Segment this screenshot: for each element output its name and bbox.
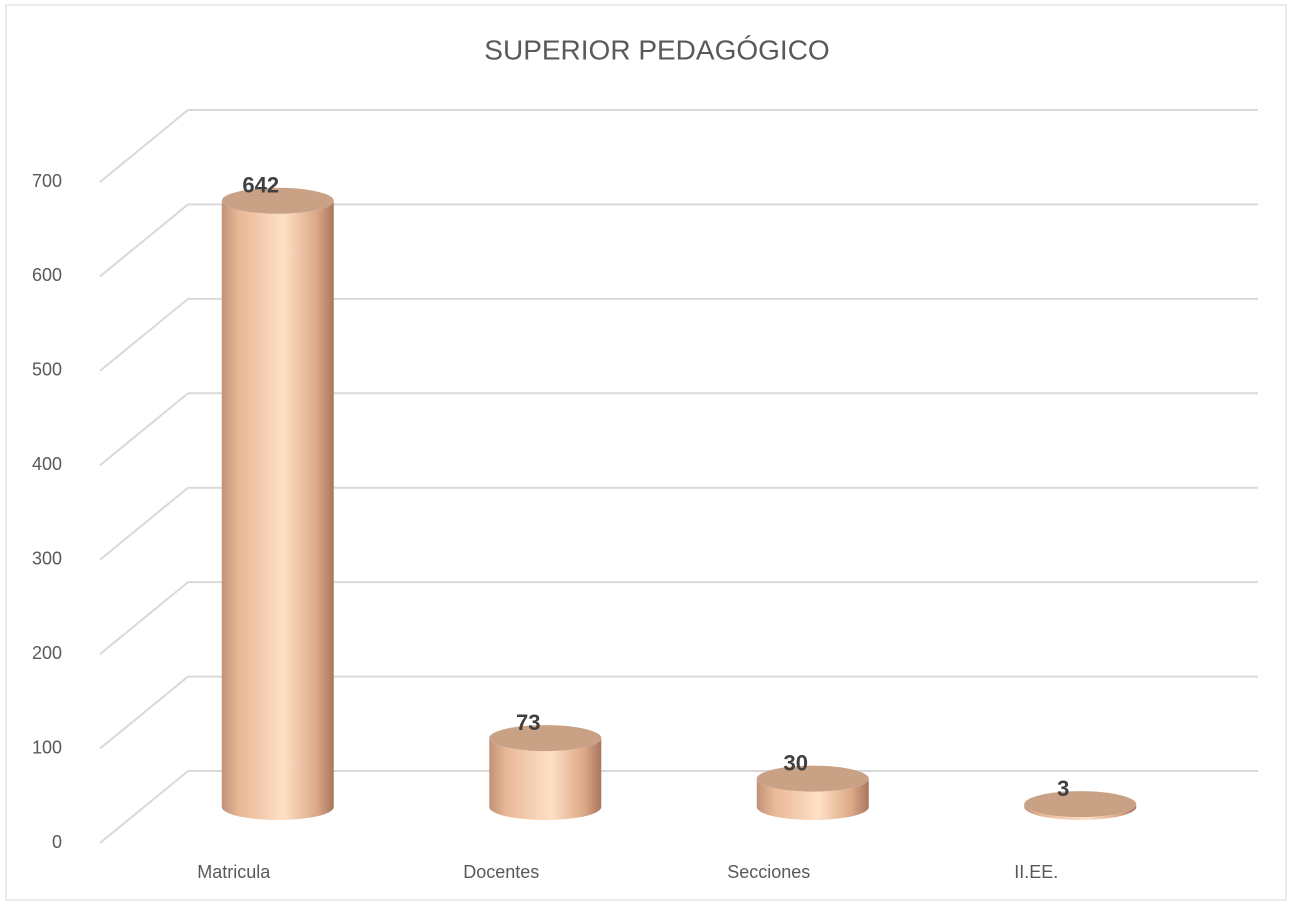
y-tick-label: 0 <box>52 832 62 852</box>
bar-body <box>1024 804 1137 821</box>
x-tick-label: II.EE. <box>1014 862 1058 882</box>
grid-line-side <box>99 675 189 750</box>
bar-top <box>756 765 869 792</box>
x-tick-label: Matricula <box>197 862 271 882</box>
bar-top <box>221 187 334 214</box>
bar-top <box>1024 791 1137 818</box>
data-label: 642 <box>242 173 279 198</box>
data-label: 30 <box>784 750 808 775</box>
chart-border <box>5 4 1287 901</box>
grid-line-side <box>99 298 189 372</box>
bar-body <box>221 200 334 821</box>
grid-line-side <box>99 203 189 278</box>
data-label: 3 <box>1057 776 1069 801</box>
y-tick-label: 400 <box>32 454 62 474</box>
chart-title: SUPERIOR PEDAGÓGICO <box>484 34 829 65</box>
bar <box>1024 791 1137 821</box>
bar-top <box>489 725 602 752</box>
y-tick-label: 700 <box>32 171 62 191</box>
grid-line-side <box>99 392 189 467</box>
bar <box>489 725 602 821</box>
data-label: 73 <box>516 710 540 735</box>
grid-line-side <box>99 581 189 655</box>
y-tick-label: 500 <box>32 360 62 380</box>
bar-body <box>756 778 869 821</box>
y-tick-label: 200 <box>32 643 62 663</box>
grid-line-side <box>99 486 189 561</box>
x-tick-label: Secciones <box>727 862 810 882</box>
y-tick-label: 600 <box>32 265 62 285</box>
y-tick-label: 100 <box>32 737 62 757</box>
bar <box>221 187 334 821</box>
y-tick-label: 300 <box>32 548 62 568</box>
bar-body <box>489 738 602 821</box>
x-tick-label: Docentes <box>463 862 539 882</box>
grid-line-side <box>99 770 189 844</box>
grid-line-side <box>99 109 189 183</box>
bar <box>756 765 869 821</box>
